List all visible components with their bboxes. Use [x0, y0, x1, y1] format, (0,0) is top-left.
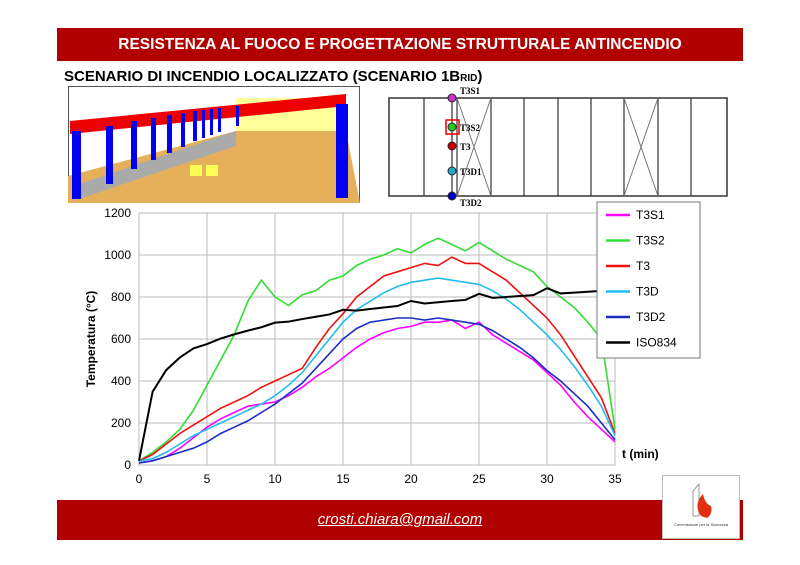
sensor-label-t3d2: T3D2 [460, 198, 482, 206]
svg-text:Commissione per la Sicurezza: Commissione per la Sicurezza [674, 522, 729, 527]
x-tick-label: 35 [608, 472, 622, 486]
subtitle-close: ) [477, 68, 483, 85]
y-tick-label: 800 [111, 290, 131, 304]
legend-label: T3D2 [636, 310, 666, 324]
sensor-dot-t3d1 [447, 166, 457, 176]
sensor-label-t3s2: T3S2 [460, 123, 481, 133]
sensor-dot-t3 [447, 141, 457, 151]
series-line-t3s1 [138, 319, 616, 464]
legend-box [596, 201, 701, 359]
series-line-t3s2 [138, 237, 616, 462]
subtitle-main: SCENARIO DI INCENDIO LOCALIZZATO (SCENAR… [64, 68, 461, 85]
series-line-iso834 [138, 282, 616, 461]
series-line-t3 [138, 256, 616, 462]
x-tick-label: 5 [204, 472, 211, 486]
slide-subtitle: SCENARIO DI INCENDIO LOCALIZZATO (SCENAR… [64, 68, 482, 85]
x-tick-label: 20 [404, 472, 418, 486]
x-tick-label: 30 [540, 472, 554, 486]
header-title: RESISTENZA AL FUOCO E PROGETTAZIONE STRU… [57, 28, 743, 61]
x-tick-label: 25 [472, 472, 486, 486]
y-tick-label: 400 [111, 374, 131, 388]
y-tick-label: 600 [111, 332, 131, 346]
y-tick-label: 1000 [104, 248, 131, 262]
legend-label: T3D [636, 285, 659, 299]
series-line-t3d [138, 277, 616, 462]
subtitle-subscript: RID [460, 73, 478, 84]
sensor-dot-t3s1 [447, 93, 457, 103]
x-tick-label: 10 [268, 472, 282, 486]
x-tick-label: 15 [336, 472, 350, 486]
footer-email-link[interactable]: crosti.chiara@gmail.com [57, 500, 743, 540]
y-tick-label: 0 [124, 458, 131, 472]
x-axis-label: t (min) [622, 447, 659, 461]
commission-logo: Commissione per la Sicurezza [662, 475, 740, 539]
y-axis-label: Temperatura (°C) [84, 291, 98, 388]
scene-3d-illustration [68, 86, 360, 203]
y-tick-label: 1200 [104, 206, 131, 220]
x-tick-label: 0 [136, 472, 143, 486]
sensor-plan-diagram: T3S1 T3S2 T3 T3D1 T3D2 [388, 86, 728, 206]
sensor-dot-t3s2 [447, 122, 457, 132]
legend-label: T3 [636, 259, 650, 273]
y-tick-label: 200 [111, 416, 131, 430]
sensor-label-t3d1: T3D1 [460, 167, 482, 177]
legend-label: T3S2 [636, 234, 665, 248]
series-line-t3d2 [138, 317, 616, 464]
sensor-label-t3: T3 [460, 142, 471, 152]
legend-label: ISO834 [636, 336, 677, 350]
sensor-dot-t3d2 [447, 191, 457, 201]
legend-label: T3S1 [636, 208, 665, 222]
sensor-label-t3s1: T3S1 [460, 86, 481, 96]
